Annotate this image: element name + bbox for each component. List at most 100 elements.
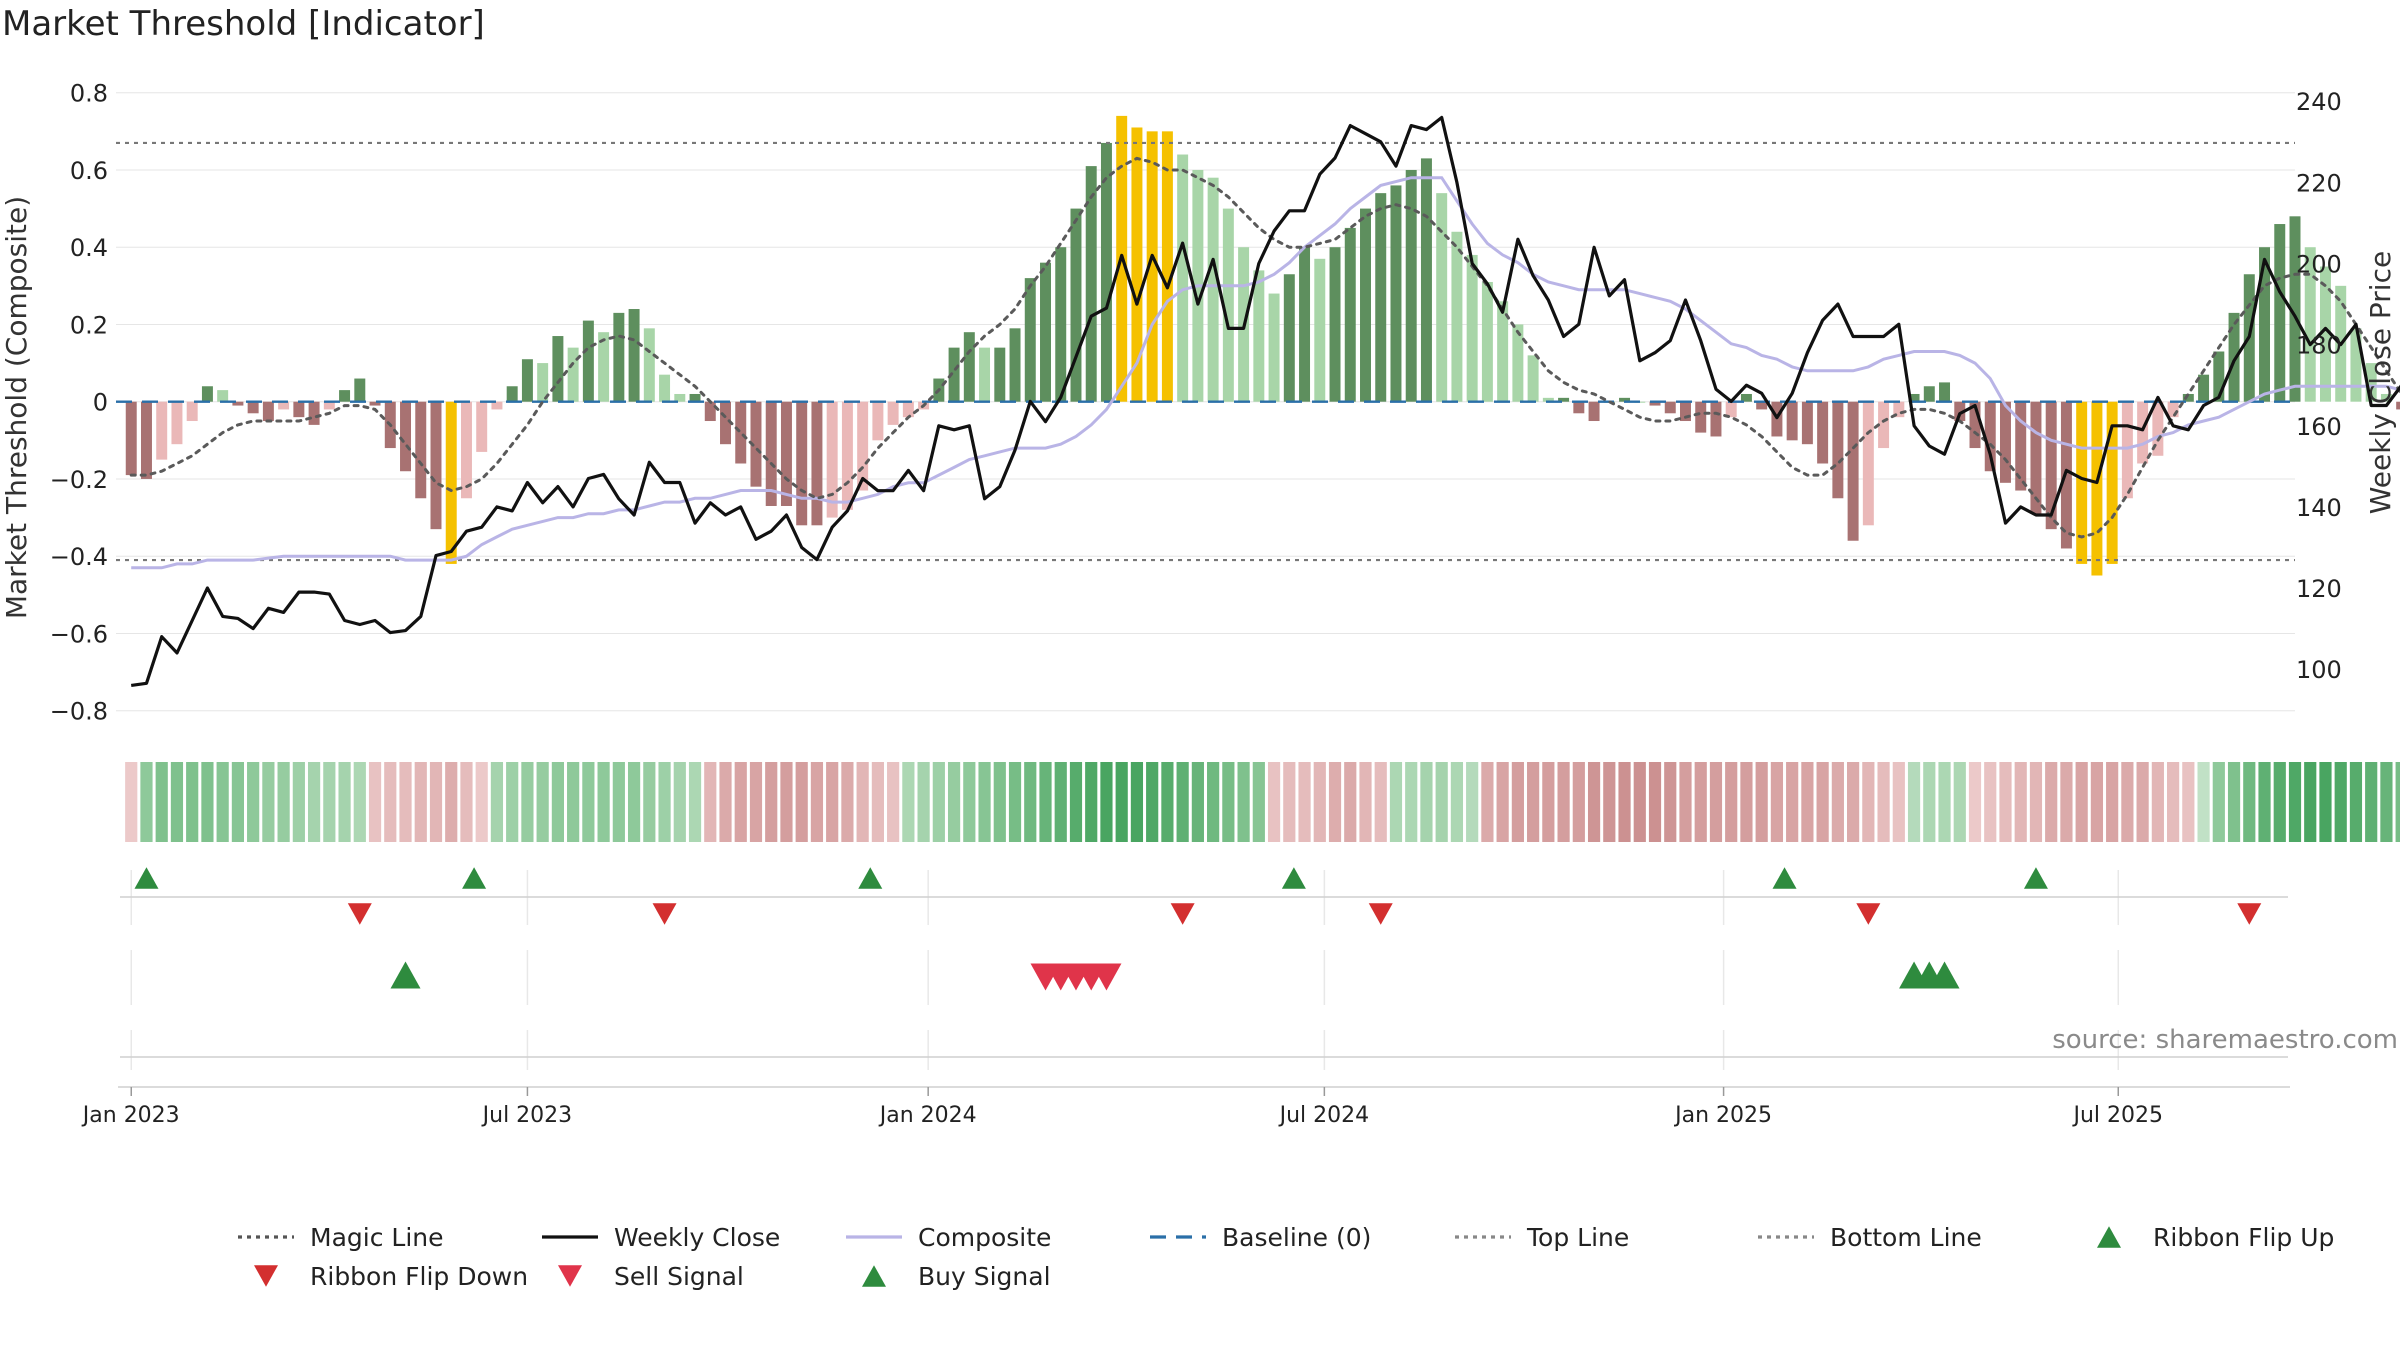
composite-bar xyxy=(247,401,259,414)
ribbon-cell xyxy=(384,762,397,842)
composite-bar xyxy=(1664,401,1676,414)
composite-bar xyxy=(1314,258,1326,402)
composite-bar xyxy=(1786,401,1798,441)
ribbon-cell xyxy=(1740,762,1753,842)
ribbon-cell xyxy=(2258,762,2271,842)
ribbon-cell xyxy=(1801,762,1814,842)
ribbon-cell xyxy=(323,762,336,842)
composite-bar xyxy=(1283,274,1295,402)
ribbon-cell xyxy=(1603,762,1616,842)
composite-bar xyxy=(2106,401,2118,564)
composite-bar xyxy=(674,393,686,402)
ribbon-cell xyxy=(2304,762,2317,842)
composite-bar xyxy=(1817,401,1829,464)
composite-bar xyxy=(582,320,594,402)
ribbon-cell xyxy=(475,762,488,842)
ribbon-cell xyxy=(1527,762,1540,842)
composite-bar xyxy=(354,378,366,402)
ribbon-cell xyxy=(1435,762,1448,842)
composite-bar xyxy=(643,328,655,402)
ribbon-cell xyxy=(780,762,793,842)
composite-bar xyxy=(1649,401,1661,406)
composite-bar xyxy=(1497,301,1509,402)
ribbon-cell xyxy=(1496,762,1509,842)
composite-bar xyxy=(1466,254,1478,402)
composite-bar xyxy=(1588,401,1600,422)
ribbon-cell xyxy=(2136,762,2149,842)
composite-bar xyxy=(1360,208,1371,402)
ribbon-cell xyxy=(1466,762,1479,842)
ribbon-cell xyxy=(947,762,961,842)
composite-bar xyxy=(2289,216,2301,402)
composite-bar xyxy=(2198,374,2210,402)
y2-tick-label: 120 xyxy=(2296,575,2342,603)
composite-bar xyxy=(887,401,899,425)
ribbon-cell xyxy=(1648,762,1662,842)
composite-bar xyxy=(1085,166,1097,402)
y-axis-title: Market Threshold (Composite) xyxy=(0,196,33,619)
composite-bar xyxy=(430,401,442,530)
ribbon-cell xyxy=(1374,762,1387,842)
composite-bar xyxy=(125,401,137,476)
ribbon-cell xyxy=(1191,762,1204,842)
composite-bar xyxy=(1725,401,1737,418)
composite-bar xyxy=(1893,401,1905,418)
composite-bar xyxy=(1619,397,1631,402)
ribbon-cell xyxy=(1298,762,1311,842)
composite-bar xyxy=(1481,281,1493,402)
x-tick-label: Jan 2025 xyxy=(1673,1103,1772,1128)
composite-bar xyxy=(1207,177,1219,402)
composite-bar xyxy=(2182,393,2194,402)
ribbon-cell xyxy=(1862,762,1875,842)
ribbon-cell xyxy=(1237,762,1250,842)
signal-up-marker xyxy=(1281,867,1306,889)
ribbon-cell xyxy=(1481,762,1494,842)
composite-bar xyxy=(1405,169,1417,402)
composite-bar xyxy=(811,401,823,526)
ribbon-cell xyxy=(2395,762,2400,842)
ribbon-cell xyxy=(795,762,808,842)
composite-bar xyxy=(1451,231,1463,402)
legend-label: Ribbon Flip Up xyxy=(2153,1223,2334,1252)
composite-bar xyxy=(598,332,610,402)
composite-bar xyxy=(1009,328,1021,402)
ribbon-cell xyxy=(2106,762,2119,842)
ribbon-cell xyxy=(1694,762,1707,842)
legend-label: Baseline (0) xyxy=(1222,1223,1371,1252)
legend-label: Sell Signal xyxy=(614,1262,744,1291)
signal-down-marker xyxy=(652,903,677,925)
x-tick-label: Jul 2024 xyxy=(1278,1103,1370,1128)
composite-bar xyxy=(841,401,853,510)
composite-bar xyxy=(1558,397,1570,402)
ribbon-cell xyxy=(1054,762,1067,842)
composite-bar xyxy=(2121,401,2133,499)
ribbon-cell xyxy=(1207,762,1220,842)
composite-bar xyxy=(1177,154,1189,402)
ribbon-cell xyxy=(2273,762,2286,842)
composite-bar xyxy=(689,393,701,402)
ribbon-cell xyxy=(719,762,732,842)
ribbon-cell xyxy=(1328,762,1342,842)
composite-bar xyxy=(506,386,518,402)
composite-bar xyxy=(415,401,427,499)
composite-bar xyxy=(2380,393,2392,402)
ribbon-cell xyxy=(2060,762,2073,842)
ribbon-cell xyxy=(1786,762,1799,842)
composite-line xyxy=(131,176,2400,570)
composite-bar xyxy=(1299,247,1311,402)
ribbon-cell xyxy=(856,762,869,842)
composite-bar xyxy=(1375,193,1387,402)
ribbon-cell xyxy=(1130,762,1144,842)
ribbon-cell xyxy=(1389,762,1403,842)
ribbon-cell xyxy=(307,762,321,842)
signal-down-marker xyxy=(2237,903,2262,925)
composite-bar xyxy=(1146,131,1158,402)
composite-bar xyxy=(1801,401,1813,445)
composite-bar xyxy=(1680,401,1691,422)
composite-bar xyxy=(2319,266,2331,402)
composite-bar xyxy=(780,401,792,506)
signal-down-marker xyxy=(347,903,372,925)
y2-tick-label: 100 xyxy=(2296,656,2342,684)
y-tick-label: −0.6 xyxy=(50,620,108,648)
ribbon-cell xyxy=(1283,762,1296,842)
